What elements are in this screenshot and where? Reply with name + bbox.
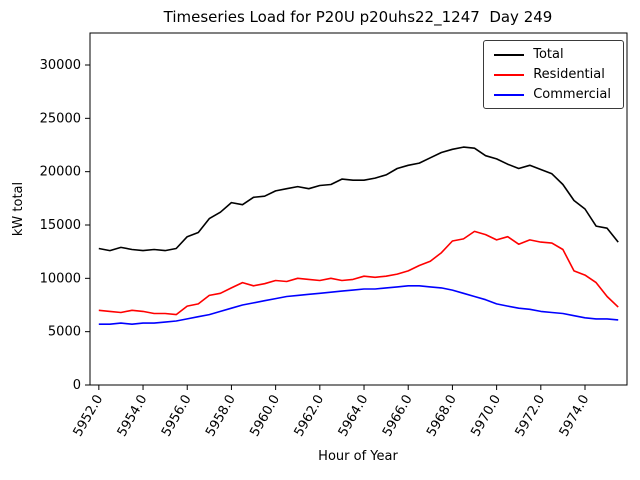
axes-frame: [89, 32, 628, 386]
y-tick-label: 15000: [40, 218, 81, 233]
x-tick-label: 5956.0: [159, 393, 195, 440]
x-tick-label: 5964.0: [336, 393, 372, 440]
legend-item-commercial: Commercial: [494, 88, 611, 101]
y-tick-label: 5000: [48, 325, 81, 340]
x-tick-label: 5970.0: [468, 393, 504, 440]
x-tick-label: 5954.0: [115, 393, 151, 440]
x-tick-label: 5974.0: [557, 393, 593, 440]
x-axis-label: Hour of Year: [318, 449, 398, 464]
legend-label-residential: Residential: [533, 67, 605, 82]
series-line-residential: [98, 230, 619, 316]
series-line-total: [98, 146, 619, 252]
y-tick-label: 25000: [40, 111, 81, 126]
legend-label-total: Total: [533, 47, 564, 62]
legend-item-residential: Residential: [494, 68, 611, 81]
y-tick-label: 0: [73, 378, 81, 393]
x-tick-label: 5958.0: [203, 393, 239, 440]
x-tick-label: 5968.0: [424, 393, 460, 440]
x-tick-label: 5962.0: [292, 393, 328, 440]
x-tick-label: 5972.0: [513, 393, 549, 440]
y-tick-label: 20000: [40, 165, 81, 180]
y-tick-label: 30000: [40, 58, 81, 73]
commercial-line-swatch: [494, 93, 525, 96]
residential-line-swatch: [494, 73, 525, 76]
series-line-commercial: [98, 284, 619, 326]
total-line-swatch: [494, 53, 525, 56]
x-tick-label: 5952.0: [71, 393, 107, 440]
y-axis-label: kW total: [11, 182, 26, 236]
y-tick-label: 10000: [40, 271, 81, 286]
x-tick-label: 5960.0: [247, 393, 283, 440]
legend-label-commercial: Commercial: [533, 87, 611, 102]
legend: Total Residential Commercial: [483, 40, 624, 109]
chart-title: Timeseries Load for P20U p20uhs22_1247 D…: [163, 8, 553, 27]
x-tick-label: 5966.0: [380, 393, 416, 440]
legend-item-total: Total: [494, 48, 611, 61]
